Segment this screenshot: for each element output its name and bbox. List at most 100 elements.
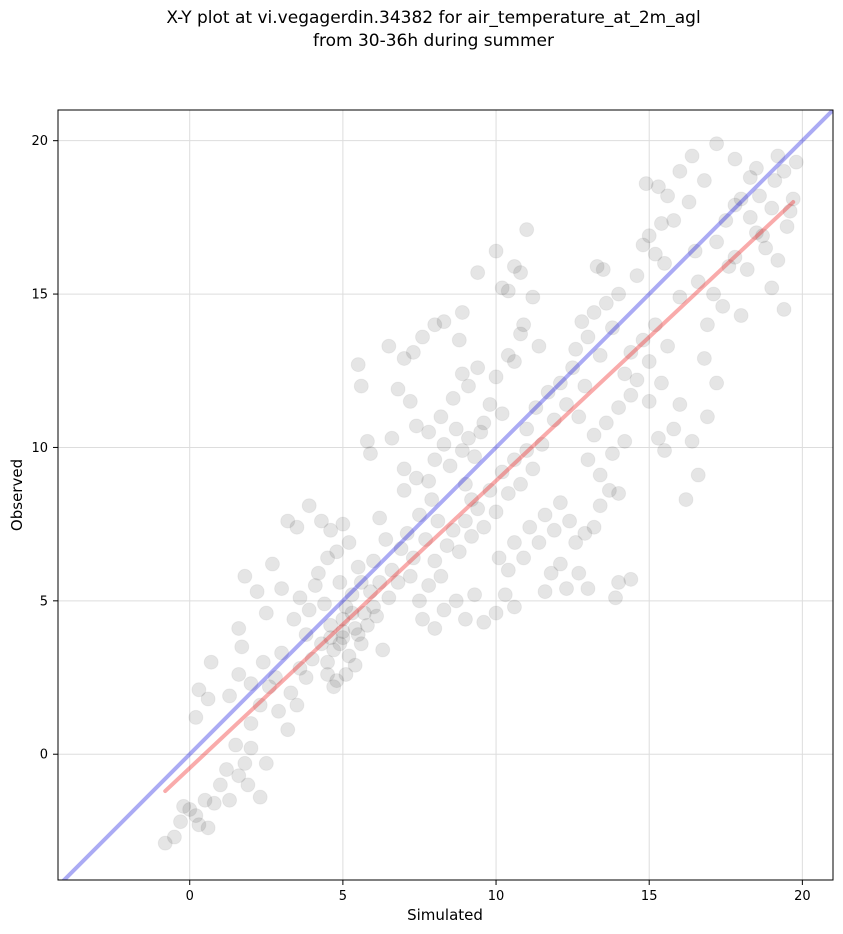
data-point	[534, 436, 550, 452]
data-point	[681, 194, 697, 210]
data-point	[231, 768, 247, 784]
data-point	[390, 381, 406, 397]
fit-line	[163, 200, 796, 794]
data-point	[470, 501, 486, 517]
data-point	[353, 378, 369, 394]
data-point	[372, 510, 388, 526]
data-point	[540, 384, 556, 400]
data-point	[448, 421, 464, 437]
data-point	[231, 666, 247, 682]
data-point	[454, 443, 470, 459]
data-point	[200, 691, 216, 707]
data-point	[454, 304, 470, 320]
data-point	[742, 169, 758, 185]
data-point	[460, 430, 476, 446]
data-point	[473, 424, 489, 440]
data-point	[684, 433, 700, 449]
data-point	[641, 393, 657, 409]
data-point	[415, 329, 431, 345]
data-point	[433, 568, 449, 584]
data-point	[359, 433, 375, 449]
data-point	[690, 467, 706, 483]
data-point	[494, 464, 510, 480]
data-point	[574, 314, 590, 330]
data-point	[739, 262, 755, 278]
data-point	[454, 366, 470, 382]
data-point	[500, 283, 516, 299]
data-point	[421, 424, 437, 440]
data-point	[212, 777, 228, 793]
data-point	[608, 590, 624, 606]
data-point	[258, 755, 274, 771]
data-point	[258, 605, 274, 621]
data-point	[203, 654, 219, 670]
data-point	[562, 513, 578, 529]
data-point	[617, 366, 633, 382]
data-point	[623, 571, 639, 587]
data-point	[457, 513, 473, 529]
data-point	[252, 697, 268, 713]
data-point	[283, 685, 299, 701]
data-point	[513, 476, 529, 492]
data-point	[788, 154, 804, 170]
data-point	[301, 498, 317, 514]
data-point	[234, 639, 250, 655]
data-point	[329, 544, 345, 560]
data-point	[592, 498, 608, 514]
data-point	[323, 630, 339, 646]
data-point	[427, 620, 443, 636]
data-point	[516, 317, 532, 333]
data-point	[405, 550, 421, 566]
data-point	[218, 762, 234, 778]
data-point	[660, 338, 676, 354]
data-point	[362, 584, 378, 600]
data-point	[629, 268, 645, 284]
data-point	[433, 409, 449, 425]
data-point	[758, 240, 774, 256]
y-tick-label: 5	[40, 594, 48, 609]
data-point	[341, 535, 357, 551]
data-point	[611, 400, 627, 416]
data-point	[604, 320, 620, 336]
data-point	[672, 289, 688, 305]
data-point	[598, 295, 614, 311]
data-point	[326, 642, 342, 658]
data-point	[629, 372, 645, 388]
data-point	[157, 835, 173, 851]
data-point	[240, 777, 256, 793]
data-point	[381, 590, 397, 606]
data-point	[500, 485, 516, 501]
data-point	[335, 624, 351, 640]
data-point	[506, 535, 522, 551]
data-point	[173, 814, 189, 830]
data-point	[313, 636, 329, 652]
data-point	[390, 574, 406, 590]
data-point	[519, 421, 535, 437]
data-point	[206, 795, 222, 811]
data-point	[580, 452, 596, 468]
data-point	[304, 651, 320, 667]
data-point	[338, 666, 354, 682]
data-point	[442, 458, 458, 474]
data-point	[742, 209, 758, 225]
data-point	[785, 191, 801, 207]
data-point	[228, 737, 244, 753]
data-point	[320, 666, 336, 682]
data-point	[470, 360, 486, 376]
data-point	[329, 673, 345, 689]
data-point	[611, 574, 627, 590]
data-point	[580, 329, 596, 345]
regression-lines	[61, 110, 833, 880]
data-point	[317, 596, 333, 612]
data-point	[623, 344, 639, 360]
data-point	[457, 611, 473, 627]
data-point	[335, 516, 351, 532]
data-point	[424, 492, 440, 508]
data-point	[267, 670, 283, 686]
data-point	[350, 627, 366, 643]
data-point	[733, 308, 749, 324]
data-point	[289, 519, 305, 535]
data-point	[381, 338, 397, 354]
data-point	[488, 369, 504, 385]
data-point	[641, 228, 657, 244]
